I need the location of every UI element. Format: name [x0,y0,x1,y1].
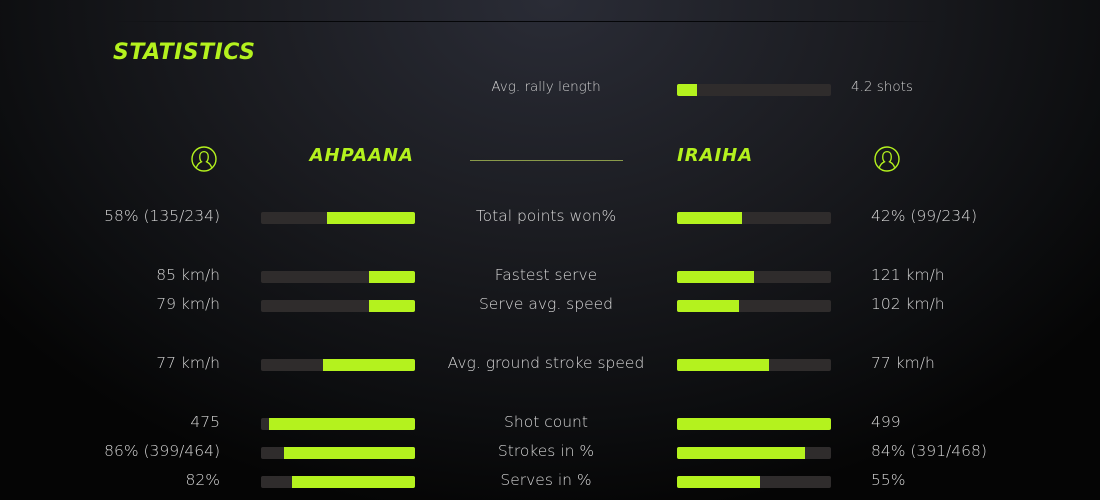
right-bar-fill [677,300,739,312]
player-left-name: AHPAANA [309,145,414,166]
rally-bar [677,84,831,96]
left-bar-fill [322,359,415,371]
page-title: STATISTICS [113,40,256,65]
stat-label: Avg. rally length [491,79,601,95]
stat-label: Total points won% [475,207,617,225]
rally-bar-fill [677,84,698,96]
right-value: 55% [871,471,906,489]
right-bar-fill [677,418,831,430]
right-bar-fill [677,476,761,488]
stat-row: 85 km/h Fastest serve 121 km/h [0,266,1100,286]
stat-label: Fastest serve [494,266,598,284]
stat-row: 58% (135/234) Total points won% 42% (99/23… [0,207,1100,227]
right-bar-fill [677,359,770,371]
left-bar-fill [368,271,415,283]
left-bar-fill [368,300,415,312]
right-bar [677,418,831,430]
left-value: 58% (135/234) [104,207,220,225]
stat-row: 475 Shot count 499 [0,413,1100,433]
left-value: 86% (399/464) [104,442,220,460]
stat-row: 82% Serves in % 55% [0,471,1100,491]
right-value: 121 km/h [871,266,945,284]
right-bar [677,476,831,488]
right-bar-fill [677,447,805,459]
right-value: 102 km/h [871,295,945,313]
right-value: 42% (99/234) [871,207,978,225]
left-bar [261,418,415,430]
right-bar [677,447,831,459]
left-bar [261,476,415,488]
top-divider [110,21,940,22]
left-value: 85 km/h [156,266,220,284]
names-divider [470,160,623,161]
user-icon [191,146,217,172]
right-bar-fill [677,212,742,224]
stat-label: Serves in % [500,471,592,489]
right-bar [677,271,831,283]
left-bar [261,271,415,283]
stat-label: Serve avg. speed [478,295,614,313]
left-value: 475 [190,413,220,431]
user-icon [874,146,900,172]
left-bar [261,447,415,459]
right-bar [677,212,831,224]
stat-row: 86% (399/464) Strokes in % 84% (391/468) [0,442,1100,462]
left-bar-fill [268,418,415,430]
left-bar [261,359,415,371]
stat-row: 79 km/h Serve avg. speed 102 km/h [0,295,1100,315]
left-bar-fill [327,212,415,224]
rally-value: 4.2 shots [851,79,913,95]
stat-label: Shot count [504,413,588,431]
right-value: 499 [871,413,901,431]
left-bar-fill [284,447,415,459]
left-bar [261,212,415,224]
right-bar-fill [677,271,754,283]
left-value: 82% [185,471,220,489]
player-right-name: IRAIHA [677,145,754,166]
stat-label: Avg. ground stroke speed [447,354,645,372]
left-bar-fill [291,476,415,488]
left-bar [261,300,415,312]
stat-label: Strokes in % [497,442,595,460]
stat-row-rally: Avg. rally length 4.2 shots [0,79,1100,99]
left-value: 77 km/h [156,354,220,372]
left-value: 79 km/h [156,295,220,313]
right-bar [677,300,831,312]
right-bar [677,359,831,371]
stat-row: 77 km/h Avg. ground stroke speed 77 km/h [0,354,1100,374]
right-value: 84% (391/468) [871,442,987,460]
right-value: 77 km/h [871,354,935,372]
